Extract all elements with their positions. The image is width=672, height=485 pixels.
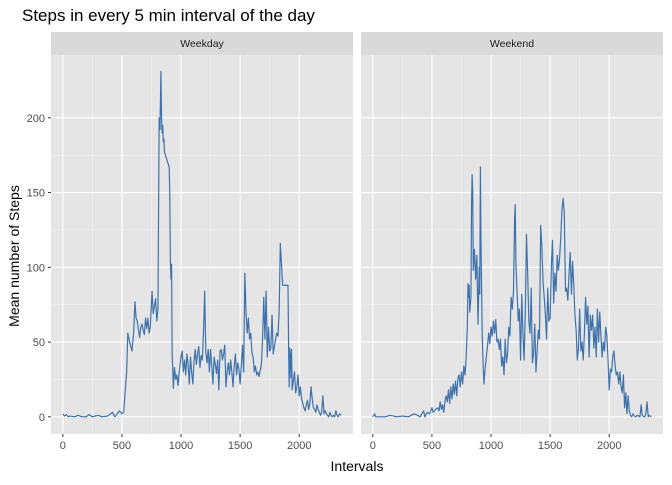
x-tick-label: 2000 (597, 440, 621, 452)
chart-title: Steps in every 5 min interval of the day (22, 6, 315, 25)
x-axis-label: Intervals (331, 458, 384, 474)
x-tick-label: 1500 (228, 440, 252, 452)
x-tick-label: 1000 (479, 440, 503, 452)
y-tick-label: 100 (27, 262, 45, 274)
y-tick-label: 200 (27, 113, 45, 125)
facet-strip-label: Weekend (490, 38, 534, 50)
x-tick-label: 2000 (287, 440, 311, 452)
y-tick-label: 150 (27, 188, 45, 200)
y-axis-label: Mean number of Steps (6, 185, 22, 327)
x-tick-label: 0 (60, 440, 66, 452)
x-tick-label: 0 (370, 440, 376, 452)
y-tick-label: 50 (33, 337, 45, 349)
x-tick-label: 500 (423, 440, 441, 452)
x-tick-label: 1000 (169, 440, 193, 452)
x-tick-label: 1500 (538, 440, 562, 452)
facet-strip (361, 32, 663, 55)
facet-strip-label: Weekday (180, 38, 224, 50)
facet-panels: 0 50 100 150 200 Weekday 0 500 1000 1500 2000 Weeke… (27, 32, 663, 452)
y-tick-label: 0 (39, 412, 45, 424)
facet-strip (51, 32, 353, 55)
x-tick-label: 500 (113, 440, 131, 452)
series-line-weekend (372, 166, 652, 418)
series-line-weekday (62, 70, 342, 418)
panel-background (51, 55, 353, 434)
